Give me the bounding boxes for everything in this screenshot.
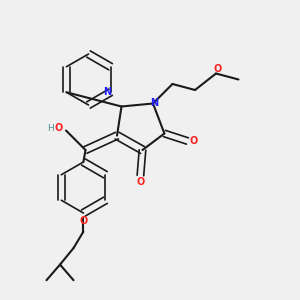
Text: N: N bbox=[150, 98, 159, 108]
Text: O: O bbox=[190, 136, 198, 146]
Text: H: H bbox=[47, 124, 54, 133]
Text: O: O bbox=[136, 177, 145, 187]
Text: O: O bbox=[213, 64, 222, 74]
Text: O: O bbox=[54, 123, 63, 133]
Text: N: N bbox=[103, 87, 111, 97]
Text: O: O bbox=[79, 216, 88, 226]
